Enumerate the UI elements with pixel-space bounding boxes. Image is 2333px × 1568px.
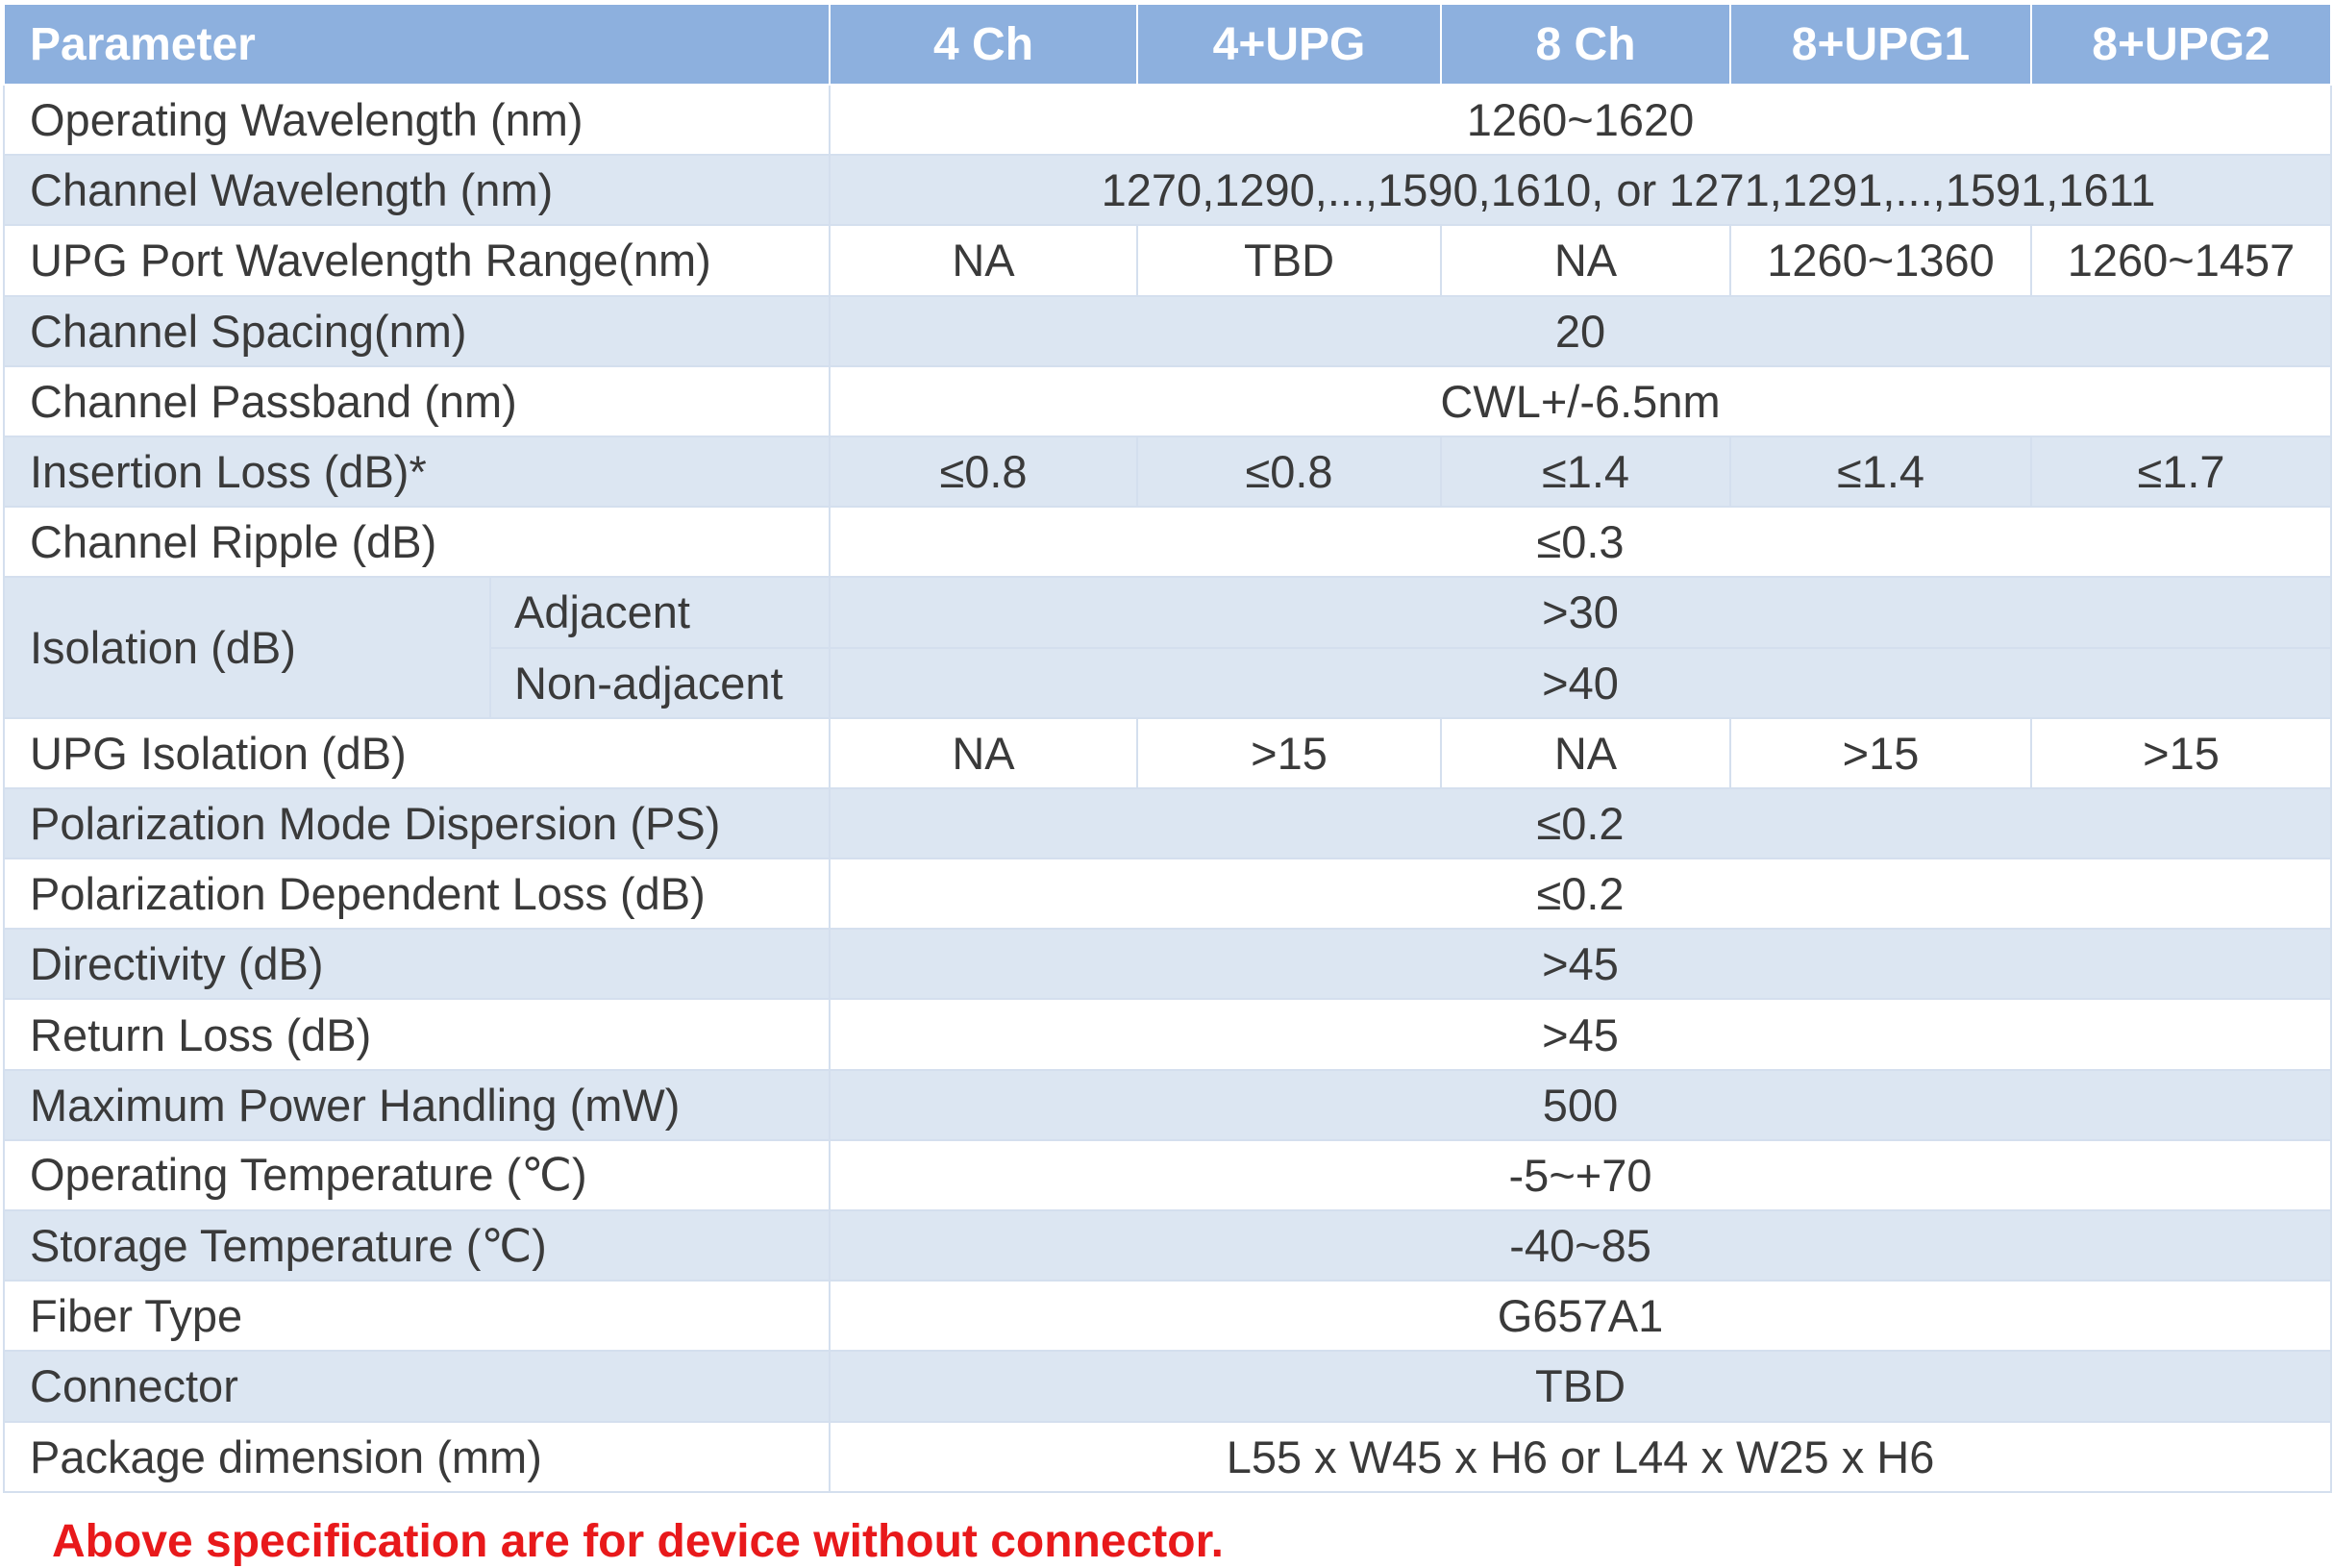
row-label: Polarization Dependent Loss (dB)	[2, 858, 831, 931]
header-4upg: 4+UPG	[1136, 3, 1443, 86]
row-pmd: Polarization Mode Dispersion (PS) ≤0.2	[2, 786, 2333, 860]
cell-8ch: NA	[1440, 716, 1732, 789]
header-row: Parameter 4 Ch 4+UPG 8 Ch 8+UPG1 8+UPG2	[2, 3, 2333, 86]
header-8upg2: 8+UPG2	[2030, 3, 2333, 86]
row-label: UPG Port Wavelength Range(nm)	[2, 224, 831, 297]
row-operating-temp: Operating Temperature (℃) -5~+70	[2, 1138, 2333, 1212]
header-8ch: 8 Ch	[1440, 3, 1732, 86]
row-label: Insertion Loss (dB)*	[2, 435, 831, 509]
row-value: >30	[829, 576, 2333, 649]
row-operating-wavelength: Operating Wavelength (nm) 1260~1620	[2, 83, 2333, 157]
cell-8ch: ≤1.4	[1440, 435, 1732, 509]
row-label: Maximum Power Handling (mW)	[2, 1068, 831, 1141]
row-value: 500	[829, 1068, 2333, 1141]
cell-4ch: NA	[829, 224, 1139, 297]
cell-4upg: ≤0.8	[1136, 435, 1443, 509]
row-package-dimension: Package dimension (mm) L55 x W45 x H6 or…	[2, 1420, 2333, 1493]
row-return-loss: Return Loss (dB) >45	[2, 998, 2333, 1071]
row-value: TBD	[829, 1350, 2333, 1423]
row-connector: Connector TBD	[2, 1350, 2333, 1423]
row-upg-isolation: UPG Isolation (dB) NA >15 NA >15 >15	[2, 716, 2333, 789]
row-label: Polarization Mode Dispersion (PS)	[2, 786, 831, 860]
row-max-power: Maximum Power Handling (mW) 500	[2, 1068, 2333, 1141]
row-fiber-type: Fiber Type G657A1	[2, 1280, 2333, 1353]
row-value: 1270,1290,...,1590,1610, or 1271,1291,..…	[829, 154, 2333, 227]
row-label: Storage Temperature (℃)	[2, 1208, 831, 1282]
row-label: Isolation (dB)	[3, 576, 491, 719]
row-label: Directivity (dB)	[2, 928, 831, 1001]
row-value: >45	[829, 928, 2333, 1001]
row-label: UPG Isolation (dB)	[2, 716, 831, 789]
row-directivity: Directivity (dB) >45	[2, 928, 2333, 1001]
row-label: Connector	[2, 1350, 831, 1423]
row-value: ≤0.3	[829, 506, 2333, 579]
row-upg-port-range: UPG Port Wavelength Range(nm) NA TBD NA …	[2, 224, 2333, 297]
spec-table: Parameter 4 Ch 4+UPG 8 Ch 8+UPG1 8+UPG2 …	[2, 3, 2333, 1493]
cell-8upg2: ≤1.7	[2030, 435, 2333, 509]
row-label: Package dimension (mm)	[2, 1420, 831, 1493]
cell-8upg1: ≤1.4	[1729, 435, 2033, 509]
cell-4ch: ≤0.8	[829, 435, 1139, 509]
header-4ch: 4 Ch	[829, 3, 1139, 86]
row-isolation-nonadjacent: Non-adjacent >40	[4, 646, 2333, 719]
row-channel-wavelength: Channel Wavelength (nm) 1270,1290,...,15…	[2, 154, 2333, 227]
row-value: 1260~1620	[829, 83, 2333, 157]
row-value: -5~+70	[829, 1138, 2333, 1212]
cell-8upg1: 1260~1360	[1729, 224, 2033, 297]
row-channel-ripple: Channel Ripple (dB) ≤0.3	[2, 506, 2333, 579]
footnote-warning: Above specification are for device witho…	[52, 1516, 1224, 1567]
cell-4upg: >15	[1136, 716, 1443, 789]
row-storage-temp: Storage Temperature (℃) -40~85	[2, 1208, 2333, 1282]
row-label: Channel Ripple (dB)	[2, 506, 831, 579]
sub-label-adjacent: Adjacent	[488, 576, 831, 649]
header-8upg1: 8+UPG1	[1729, 3, 2033, 86]
row-value: -40~85	[829, 1208, 2333, 1282]
row-isolation-adjacent: Isolation (dB) Adjacent >30	[3, 576, 2333, 719]
cell-4upg: TBD	[1136, 224, 1443, 297]
header-parameter: Parameter	[2, 3, 831, 86]
cell-8upg1: >15	[1729, 716, 2033, 789]
row-pdl: Polarization Dependent Loss (dB) ≤0.2	[2, 858, 2333, 931]
row-value: CWL+/-6.5nm	[829, 364, 2333, 437]
cell-8ch: NA	[1440, 224, 1732, 297]
cell-8upg2: >15	[2030, 716, 2333, 789]
row-label: Channel Passband (nm)	[2, 364, 831, 437]
cell-8upg2: 1260~1457	[2030, 224, 2333, 297]
sub-label-nonadjacent: Non-adjacent	[488, 646, 831, 719]
row-label: Fiber Type	[2, 1280, 831, 1353]
row-value: G657A1	[829, 1280, 2333, 1353]
row-value: ≤0.2	[829, 786, 2333, 860]
row-value: >40	[829, 646, 2333, 719]
row-label: Channel Wavelength (nm)	[2, 154, 831, 227]
row-channel-spacing: Channel Spacing(nm) 20	[2, 294, 2333, 367]
row-channel-passband: Channel Passband (nm) CWL+/-6.5nm	[2, 364, 2333, 437]
cell-4ch: NA	[829, 716, 1139, 789]
row-value: 20	[829, 294, 2333, 367]
row-value: L55 x W45 x H6 or L44 x W25 x H6	[829, 1420, 2333, 1493]
row-value: ≤0.2	[829, 858, 2333, 931]
row-label: Operating Wavelength (nm)	[2, 83, 831, 157]
row-insertion-loss: Insertion Loss (dB)* ≤0.8 ≤0.8 ≤1.4 ≤1.4…	[2, 435, 2333, 509]
row-label: Channel Spacing(nm)	[2, 294, 831, 367]
row-label: Return Loss (dB)	[2, 998, 831, 1071]
row-label: Operating Temperature (℃)	[2, 1138, 831, 1212]
row-value: >45	[829, 998, 2333, 1071]
